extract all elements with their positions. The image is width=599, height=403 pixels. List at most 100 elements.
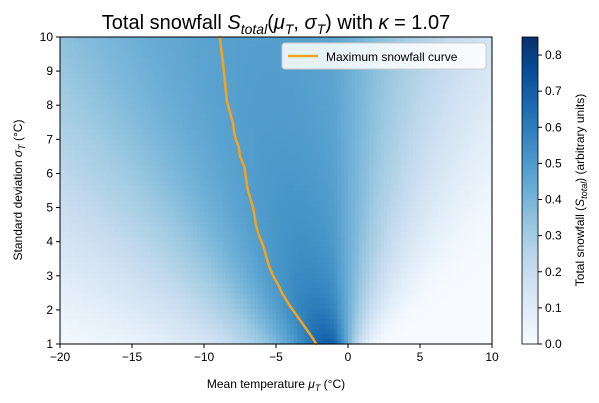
heatmap-cell	[114, 328, 119, 335]
heatmap-cell	[103, 246, 108, 253]
heatmap-cell	[272, 180, 277, 186]
heatmap-cell	[67, 170, 72, 176]
heatmap-cell	[301, 297, 306, 304]
heatmap-cell	[326, 139, 331, 146]
heatmap-cell	[290, 180, 295, 186]
heatmap-cell	[276, 297, 281, 304]
heatmap-cell	[265, 338, 270, 345]
heatmap-cell	[85, 42, 90, 48]
heatmap-cell	[63, 323, 68, 330]
heatmap-cell	[330, 338, 335, 345]
heatmap-cell	[204, 103, 209, 110]
heatmap-cell	[247, 328, 252, 335]
heatmap-cell	[175, 47, 180, 53]
heatmap-cell	[204, 47, 209, 53]
heatmap-cell	[78, 185, 83, 192]
heatmap-cell	[290, 175, 295, 181]
heatmap-cell	[175, 175, 180, 181]
heatmap-cell	[211, 226, 216, 233]
heatmap-cell	[204, 200, 209, 207]
heatmap-cell	[121, 272, 126, 279]
heatmap-cell	[142, 282, 147, 289]
heatmap-cell	[355, 154, 360, 161]
heatmap-cell	[207, 72, 212, 79]
heatmap-cell	[247, 216, 252, 222]
heatmap-cell	[348, 113, 353, 120]
heatmap-cell	[171, 205, 176, 212]
heatmap-cell	[63, 200, 68, 207]
heatmap-cell	[60, 164, 65, 171]
heatmap-cell	[243, 77, 248, 84]
heatmap-cell	[128, 103, 133, 110]
heatmap-cell	[258, 67, 263, 74]
heatmap-cell	[326, 195, 331, 202]
heatmap-cell	[81, 231, 86, 238]
heatmap-cell	[265, 277, 270, 284]
heatmap-cell	[222, 308, 227, 314]
heatmap-cell	[304, 72, 309, 79]
heatmap-cell	[326, 118, 331, 125]
heatmap-cell	[348, 216, 353, 222]
heatmap-cell	[286, 287, 291, 294]
heatmap-cell	[319, 175, 324, 181]
heatmap-cell	[146, 338, 151, 345]
heatmap-cell	[88, 200, 93, 207]
heatmap-cell	[290, 83, 295, 89]
heatmap-cell	[146, 210, 151, 217]
heatmap-cell	[312, 246, 317, 253]
heatmap-cell	[153, 93, 158, 99]
heatmap-cell	[157, 139, 162, 146]
heatmap-cell	[63, 113, 68, 120]
heatmap-cell	[322, 272, 327, 279]
heatmap-cell	[247, 37, 252, 43]
heatmap-cell	[333, 175, 338, 181]
heatmap-cell	[283, 93, 288, 99]
heatmap-cell	[312, 159, 317, 166]
heatmap-cell	[211, 123, 216, 130]
heatmap-cell	[211, 318, 216, 325]
heatmap-cell	[337, 216, 342, 222]
heatmap-cell	[351, 170, 356, 176]
heatmap-cell	[150, 292, 155, 299]
heatmap-cell	[326, 313, 331, 320]
heatmap-cell	[150, 333, 155, 340]
heatmap-cell	[337, 262, 342, 268]
heatmap-cell	[160, 292, 165, 299]
heatmap-cell	[236, 98, 241, 105]
heatmap-cell	[258, 292, 263, 299]
heatmap-cell	[157, 123, 162, 130]
heatmap-cell	[225, 226, 230, 233]
heatmap-cell	[85, 241, 90, 248]
heatmap-cell	[92, 113, 97, 120]
heatmap-cell	[294, 262, 299, 268]
heatmap-cell	[96, 246, 101, 253]
heatmap-cell	[207, 77, 212, 84]
heatmap-cell	[106, 129, 111, 135]
heatmap-cell	[276, 246, 281, 253]
heatmap-cell	[261, 210, 266, 217]
heatmap-cell	[222, 210, 227, 217]
heatmap-cell	[268, 67, 273, 74]
heatmap-cell	[232, 57, 237, 64]
heatmap-cell	[135, 175, 140, 181]
heatmap-cell	[182, 210, 187, 217]
heatmap-cell	[211, 221, 216, 227]
heatmap-cell	[70, 185, 75, 192]
heatmap-cell	[63, 338, 68, 345]
heatmap-cell	[286, 308, 291, 314]
heatmap-cell	[67, 333, 72, 340]
heatmap-cell	[128, 149, 133, 156]
heatmap-cell	[294, 277, 299, 284]
heatmap-cell	[157, 257, 162, 263]
heatmap-cell	[99, 103, 104, 110]
heatmap-cell	[236, 52, 241, 59]
heatmap-cell	[178, 164, 183, 171]
heatmap-cell	[344, 236, 349, 243]
heatmap-cell	[121, 257, 126, 263]
heatmap-cell	[81, 118, 86, 125]
heatmap-cell	[315, 123, 320, 130]
heatmap-cell	[110, 251, 115, 258]
heatmap-cell	[308, 251, 313, 258]
heatmap-cell	[164, 262, 169, 268]
heatmap-cell	[348, 190, 353, 197]
